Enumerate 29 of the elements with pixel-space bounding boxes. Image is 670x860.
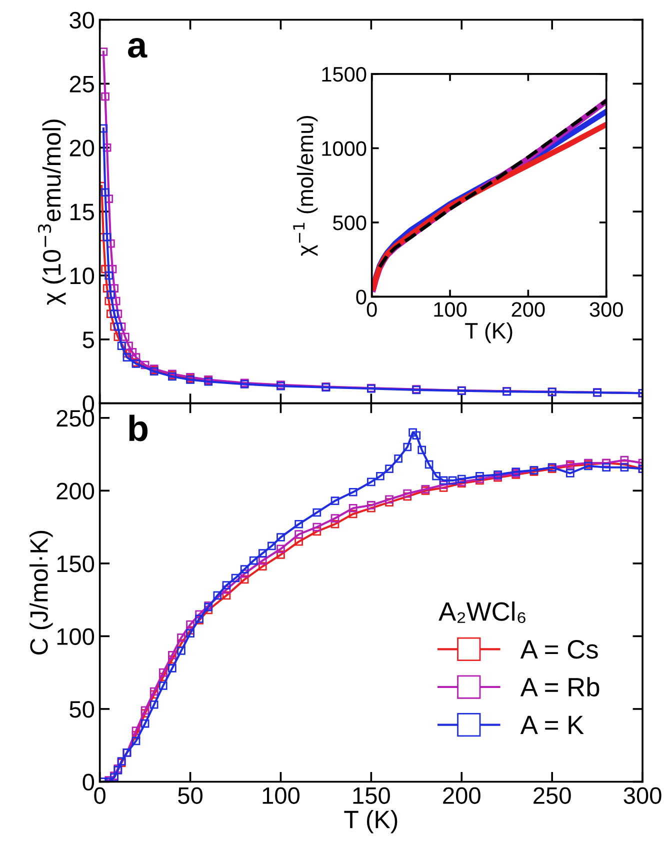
- x-tick-label: 50: [178, 787, 202, 804]
- annotation: a: [128, 38, 148, 58]
- y-axis-title: C (J/mol·K): [29, 530, 53, 654]
- annotation: b: [129, 414, 148, 442]
- y-tick-label: 100: [57, 628, 94, 645]
- legend-label: A = K: [520, 716, 584, 734]
- y-tick-label: 1500: [322, 66, 366, 82]
- x-tick-label: 250: [534, 787, 571, 804]
- legend-title: A₂WCl₆: [438, 602, 526, 624]
- x-tick-label: 100: [262, 787, 300, 804]
- x-tick-label: 300: [624, 787, 662, 804]
- y-tick-label: 250: [56, 410, 94, 427]
- x-tick-label: 0: [94, 787, 106, 804]
- y-tick-label: 5: [82, 332, 94, 348]
- legend-label: A = Cs: [520, 640, 598, 659]
- y-tick-label: 20: [70, 140, 94, 156]
- y-tick-label: 15: [70, 204, 94, 220]
- legend-label: A = Rb: [520, 677, 600, 697]
- y-tick-label: 200: [56, 482, 94, 500]
- x-tick-label: 150: [353, 787, 390, 804]
- y-tick-label: 30: [70, 12, 94, 29]
- y-tick-label: 25: [70, 76, 94, 92]
- y-tick-label: 150: [57, 556, 94, 572]
- y-axis-title: χ (10$^{−3}$emu/mol): [38, 120, 66, 305]
- x-tick-label: 200: [443, 787, 480, 804]
- y-tick-label: 0: [82, 774, 94, 791]
- y-tick-label: 10: [70, 268, 94, 284]
- y-tick-label: 50: [70, 701, 94, 718]
- x-axis-title: T (K): [344, 810, 398, 834]
